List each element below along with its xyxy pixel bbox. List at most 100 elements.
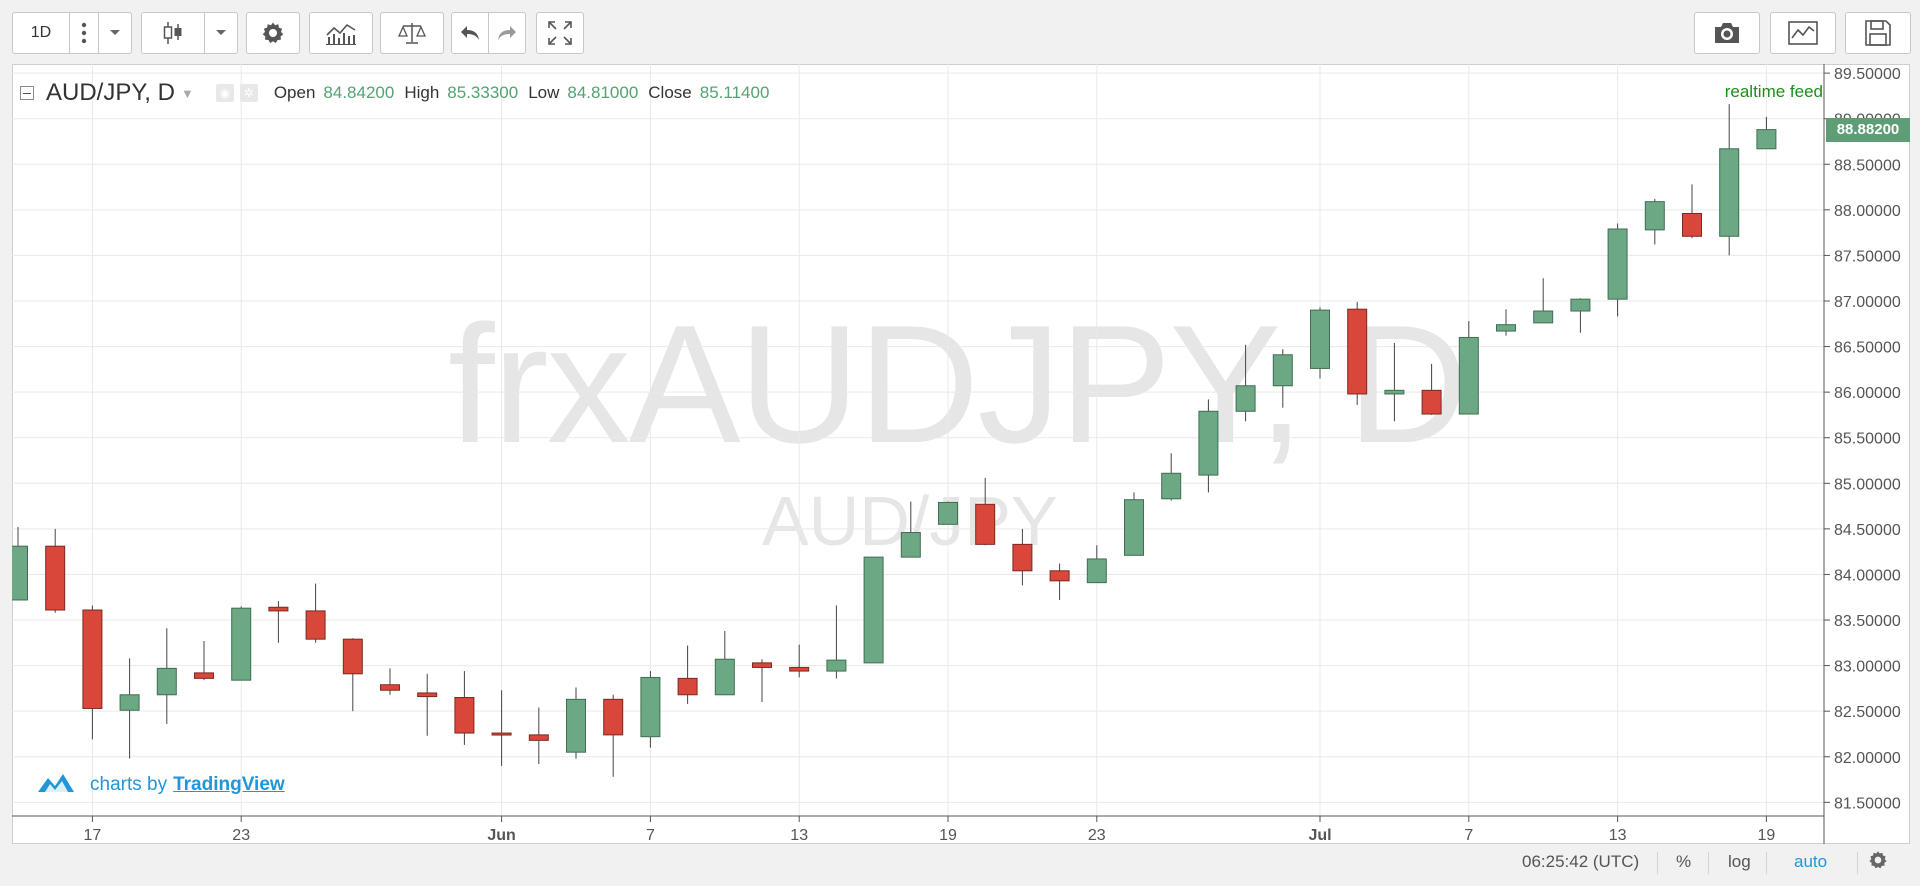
candle[interactable] <box>491 690 512 766</box>
candle-body <box>789 666 810 672</box>
candle[interactable] <box>119 658 140 759</box>
candle[interactable] <box>1049 563 1070 600</box>
percent-scale-toggle[interactable]: % <box>1676 852 1692 871</box>
candle[interactable] <box>1086 545 1107 584</box>
tradingview-badge[interactable]: charts by TradingView <box>36 770 285 799</box>
status-bar: 06:25:42 (UTC) % log auto <box>0 844 1920 886</box>
chevron-down-icon[interactable]: ▼ <box>180 85 194 101</box>
candle[interactable] <box>752 659 772 703</box>
chart-pane[interactable] <box>12 64 1910 844</box>
candle-body <box>12 545 28 601</box>
candle[interactable] <box>231 606 252 681</box>
candle[interactable] <box>1310 307 1330 379</box>
interval-more-button[interactable] <box>69 12 99 54</box>
time-axis-label: 13 <box>1609 827 1627 844</box>
candle[interactable] <box>342 638 363 712</box>
legend-low-value: 84.81000 <box>567 83 639 102</box>
candle[interactable] <box>1533 278 1554 324</box>
candlestick-chart[interactable]: 81.50000 82.00000 82.50000 83.00000 83.50000… <box>12 64 1910 844</box>
fullscreen-button[interactable] <box>536 12 584 54</box>
candle[interactable] <box>1012 528 1033 586</box>
indicators-button[interactable] <box>309 12 373 54</box>
save-button[interactable] <box>1845 12 1911 54</box>
time-axis-label: 19 <box>1758 827 1776 844</box>
candle[interactable] <box>1570 298 1591 333</box>
candle-body <box>1161 472 1182 500</box>
candle[interactable] <box>1682 184 1702 239</box>
candle[interactable] <box>1607 223 1628 317</box>
chart-type-dropdown-button[interactable] <box>204 12 238 54</box>
interval-dropdown-button[interactable] <box>98 12 132 54</box>
candle[interactable] <box>1458 321 1479 415</box>
compare-icon <box>397 21 427 45</box>
candle[interactable] <box>1756 116 1777 150</box>
interval-button[interactable]: 1D <box>12 12 70 54</box>
time-axis-label: Jun <box>487 827 515 844</box>
series-legend: AUD/JPY, D ▼ ◉ ✲ Open 84.84200 High 85.3… <box>20 78 769 108</box>
candle[interactable] <box>714 630 735 696</box>
clock-readout: 06:25:42 (UTC) <box>1522 852 1640 871</box>
candle[interactable] <box>1496 309 1516 336</box>
candle[interactable] <box>82 605 103 740</box>
redo-button[interactable] <box>488 12 526 54</box>
visibility-icon[interactable]: ◉ <box>215 84 234 102</box>
candle-body <box>1644 201 1665 231</box>
candle[interactable] <box>603 694 624 777</box>
interval-label: 1D <box>30 24 52 41</box>
snapshot-button[interactable] <box>1694 12 1760 54</box>
gear-icon <box>261 21 285 45</box>
candle[interactable] <box>417 673 438 736</box>
candle[interactable] <box>12 527 28 601</box>
candle[interactable] <box>789 644 810 678</box>
candle[interactable] <box>305 583 326 643</box>
candle[interactable] <box>1198 399 1219 493</box>
time-axis-label: Jul <box>1308 827 1331 844</box>
candle[interactable] <box>677 645 698 704</box>
chart-view-button[interactable] <box>1770 12 1836 54</box>
candle-body <box>1235 385 1256 412</box>
undo-button[interactable] <box>451 12 489 54</box>
candle[interactable] <box>45 528 66 613</box>
candle[interactable] <box>1272 349 1293 408</box>
auto-scale-toggle[interactable]: auto <box>1794 852 1828 871</box>
settings-button[interactable] <box>246 12 300 54</box>
price-axis-label: 83.50000 <box>1834 613 1901 630</box>
candle[interactable] <box>1719 104 1740 256</box>
candle[interactable] <box>826 605 847 679</box>
candle[interactable] <box>1421 363 1442 415</box>
candle[interactable] <box>156 628 177 724</box>
candle[interactable] <box>380 668 400 695</box>
candle[interactable] <box>1124 492 1144 556</box>
gear-icon <box>1868 850 1888 875</box>
compare-button[interactable] <box>380 12 444 54</box>
candle[interactable] <box>1235 344 1256 422</box>
candle[interactable] <box>1161 453 1182 501</box>
candle[interactable] <box>975 477 996 546</box>
collapse-legend-button[interactable] <box>20 86 34 100</box>
redo-icon <box>496 24 518 42</box>
candle[interactable] <box>863 556 884 664</box>
candle-body <box>119 694 140 711</box>
candle[interactable] <box>454 671 475 745</box>
chart-settings-button[interactable] <box>1868 844 1888 880</box>
indicators-icon <box>325 21 357 45</box>
legend-low-label: Low <box>528 83 560 102</box>
chart-type-button[interactable] <box>141 12 205 54</box>
candle[interactable] <box>1384 342 1405 422</box>
candle[interactable] <box>268 600 289 643</box>
candle[interactable] <box>1347 301 1368 405</box>
legend-open-label: Open <box>273 83 316 102</box>
watermark-symbol: frxAUDJPY, D <box>448 290 1468 478</box>
candle[interactable] <box>194 640 214 681</box>
candle[interactable] <box>1644 198 1665 245</box>
legend-symbol[interactable]: AUD/JPY, D <box>46 79 175 106</box>
candle[interactable] <box>900 501 921 558</box>
candle[interactable] <box>566 687 586 759</box>
tradingview-link[interactable]: TradingView <box>173 773 285 795</box>
candle[interactable] <box>640 671 661 748</box>
candle[interactable] <box>528 707 549 765</box>
candle[interactable] <box>938 501 958 525</box>
log-scale-toggle[interactable]: log <box>1728 852 1751 871</box>
candle-body <box>1310 309 1330 369</box>
gear-icon[interactable]: ✲ <box>239 84 258 102</box>
